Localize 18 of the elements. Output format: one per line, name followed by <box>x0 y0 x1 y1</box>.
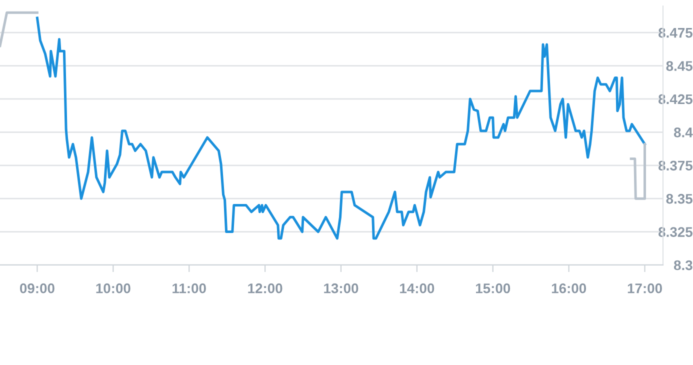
x-tick-label: 14:00 <box>400 283 434 294</box>
y-tick-label: 8.375 <box>658 160 692 171</box>
y-tick-label: 8.325 <box>658 227 692 237</box>
line-series <box>36 16 646 240</box>
y-tick-label: 8.4 <box>674 128 693 138</box>
y-tick-label: 8.3 <box>674 260 692 270</box>
x-tick-label: 10:00 <box>96 283 130 294</box>
y-tick-label: 8.35 <box>666 194 692 204</box>
x-tick-label: 11:00 <box>172 283 206 294</box>
x-tick-label: 13:00 <box>324 283 358 294</box>
y-tick-label: 8.475 <box>658 28 692 38</box>
y-tick-label: 8.45 <box>666 61 692 71</box>
x-tick-label: 15:00 <box>476 283 510 294</box>
y-tick-label: 8.425 <box>658 94 692 104</box>
x-tick-label: 16:00 <box>552 283 586 294</box>
x-tick-label: 12:00 <box>248 283 282 294</box>
x-tick-label: 17:00 <box>628 283 662 294</box>
x-tick-label: 09:00 <box>20 283 54 294</box>
